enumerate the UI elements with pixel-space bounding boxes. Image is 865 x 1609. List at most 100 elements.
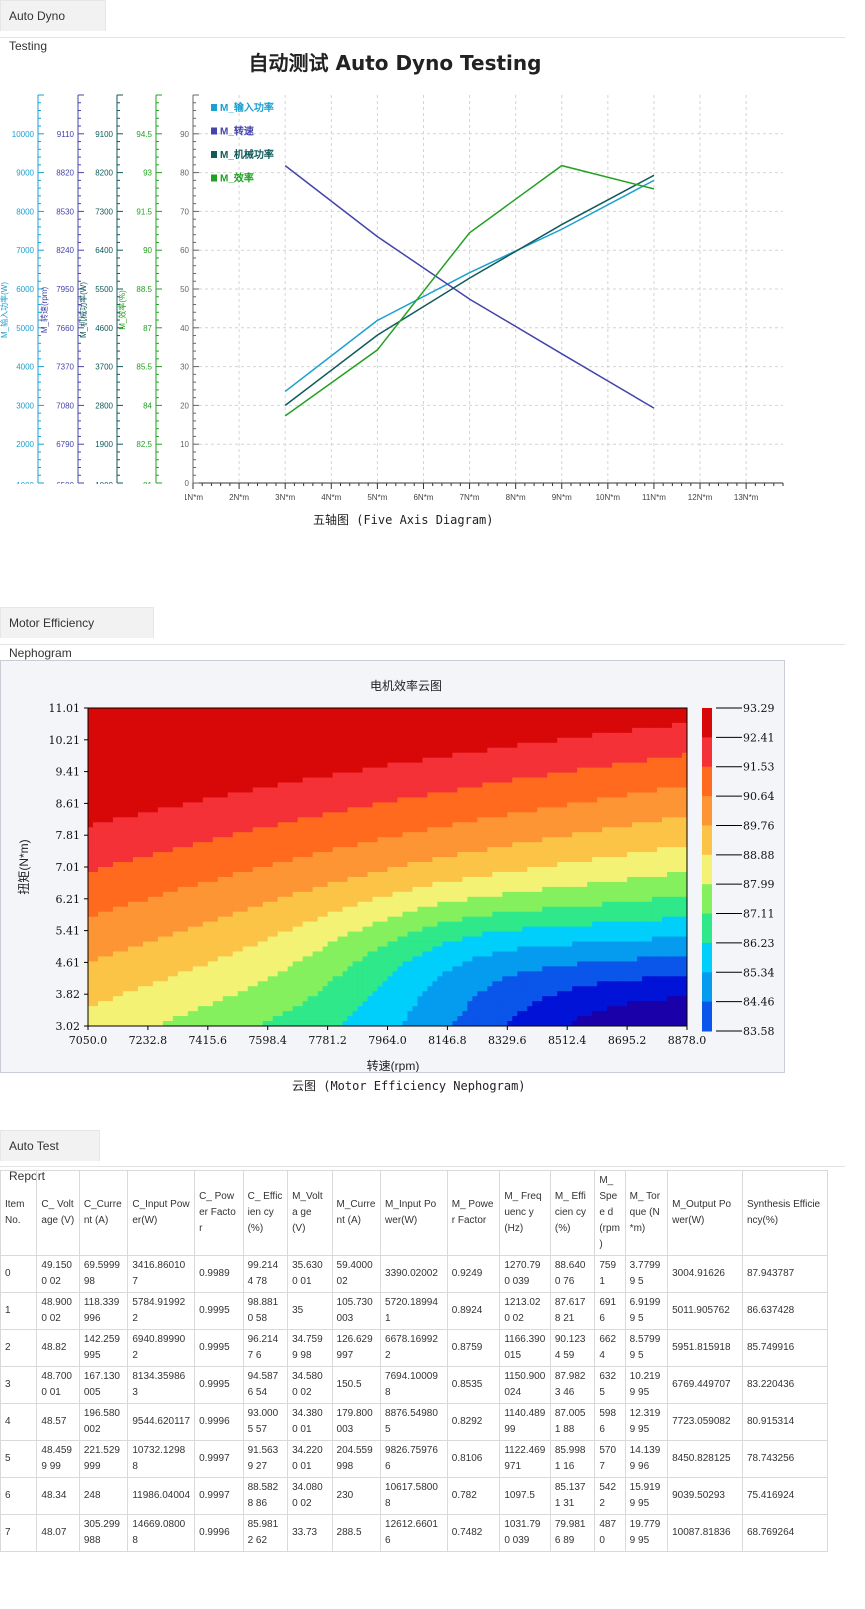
heatmap-cell <box>347 852 353 858</box>
heatmap-cell <box>552 827 558 833</box>
heatmap-cell <box>622 862 628 868</box>
heatmap-cell <box>542 857 548 863</box>
heatmap-cell <box>667 876 673 883</box>
heatmap-cell <box>517 876 523 883</box>
heatmap-cell <box>107 837 114 843</box>
heatmap-cell <box>647 742 653 749</box>
heatmap-cell <box>557 812 563 818</box>
heatmap-cell <box>657 767 663 773</box>
heatmap-cell <box>402 906 408 913</box>
heatmap-cell <box>422 867 428 873</box>
heatmap-cell <box>442 881 448 888</box>
heatmap-cell <box>547 782 553 788</box>
heatmap-cell <box>127 832 134 838</box>
heatmap-cell <box>342 891 348 898</box>
heatmap-cell <box>547 837 553 843</box>
heatmap-cell <box>592 787 598 793</box>
heatmap-cell <box>487 886 493 893</box>
heatmap-cell <box>497 752 503 759</box>
heatmap-cell <box>137 926 144 932</box>
heatmap-cell <box>242 857 249 863</box>
heatmap-cell <box>557 807 563 813</box>
heatmap-cell <box>547 777 553 783</box>
heatmap-cell <box>162 827 169 833</box>
heatmap-cell <box>362 802 368 808</box>
heatmap-cell <box>657 946 663 952</box>
heatmap-cell <box>637 732 643 739</box>
heatmap-cell <box>447 951 453 957</box>
heatmap-cell <box>607 822 613 828</box>
heatmap-cell <box>312 931 319 937</box>
heatmap-cell <box>547 852 553 858</box>
heatmap-cell <box>682 817 688 823</box>
heatmap-cell <box>482 936 488 942</box>
heatmap-cell <box>517 906 523 913</box>
y-tick-label: 94.5 <box>136 130 152 139</box>
heatmap-cell <box>662 757 668 764</box>
heatmap-cell <box>402 802 408 808</box>
heatmap-cell <box>657 951 663 957</box>
heatmap-cell <box>382 876 388 883</box>
heatmap-cell <box>582 842 588 848</box>
heatmap-cell <box>587 916 593 923</box>
nephogram-tab[interactable]: Motor Efficiency Nephogram <box>0 607 154 660</box>
heatmap-cell <box>157 876 164 883</box>
heatmap-cell <box>637 876 643 883</box>
heatmap-cell <box>222 921 229 928</box>
heatmap-cell <box>232 832 239 838</box>
heatmap-cell <box>592 757 598 764</box>
heatmap-cell <box>227 802 234 808</box>
heatmap-cell <box>322 797 328 803</box>
heatmap-cell <box>402 896 408 903</box>
heatmap-cell <box>582 777 588 783</box>
heatmap-cell <box>662 896 668 903</box>
heatmap-cell <box>137 817 144 823</box>
heatmap-cell <box>577 832 583 838</box>
auto-dyno-testing-tab[interactable]: Auto Dyno Testing <box>0 0 106 53</box>
heatmap-cell <box>532 842 538 848</box>
heatmap-cell <box>577 916 583 923</box>
heatmap-cell <box>482 906 488 913</box>
heatmap-cell <box>292 906 299 913</box>
heatmap-cell <box>242 921 249 928</box>
heatmap-cell <box>422 906 428 913</box>
heatmap-cell <box>477 827 483 833</box>
heatmap-cell <box>332 837 338 843</box>
heatmap-cell <box>212 921 219 928</box>
heatmap-cell <box>522 926 528 932</box>
heatmap-cell <box>352 926 358 932</box>
heatmap-cell <box>492 886 498 893</box>
heatmap-cell <box>622 921 628 928</box>
y-tick-label: 9000 <box>16 169 34 178</box>
heatmap-cell <box>502 777 508 783</box>
heatmap-cell <box>157 807 164 813</box>
heatmap-cell <box>257 901 264 908</box>
heatmap-cell <box>667 802 673 808</box>
heatmap-cell <box>627 852 633 858</box>
heatmap-cell <box>647 837 653 843</box>
heatmap-cell <box>682 797 688 803</box>
heatmap-cell <box>642 847 648 853</box>
heatmap-cell <box>307 802 314 808</box>
heatmap-cell <box>557 876 563 883</box>
heatmap-cell <box>137 941 144 947</box>
heatmap-cell <box>202 941 209 947</box>
heatmap-cell <box>442 867 448 873</box>
heatmap-cell <box>197 812 204 818</box>
heatmap-cell <box>497 916 503 923</box>
heatmap-cell <box>682 742 688 749</box>
heatmap-cell <box>542 886 548 893</box>
heatmap-cell <box>457 941 463 947</box>
heatmap-cell <box>147 916 154 923</box>
heatmap-cell <box>552 822 558 828</box>
heatmap-cell <box>517 941 523 947</box>
heatmap-cell <box>662 871 668 878</box>
heatmap-cell <box>372 936 378 942</box>
heatmap-cell <box>262 931 269 937</box>
heatmap-cell <box>462 812 468 818</box>
heatmap-cell <box>572 871 578 878</box>
heatmap-cell <box>477 802 483 808</box>
heatmap-cell <box>337 867 343 873</box>
heatmap-cell <box>487 832 493 838</box>
heatmap-cell <box>542 747 548 754</box>
